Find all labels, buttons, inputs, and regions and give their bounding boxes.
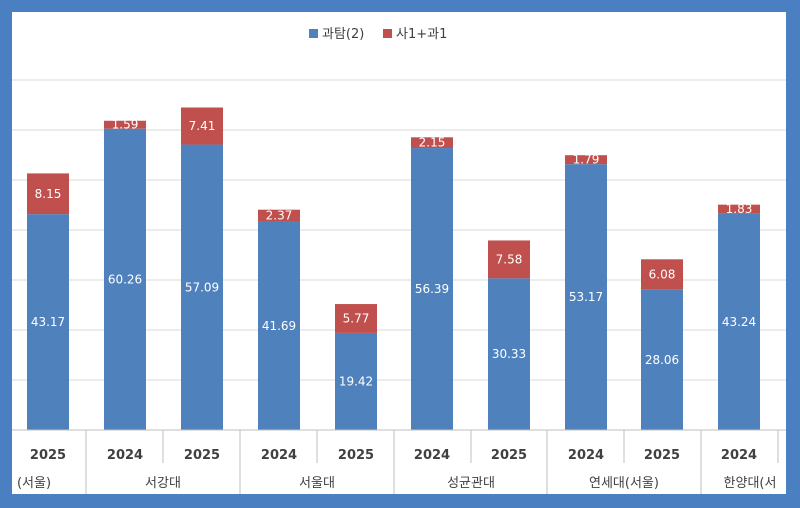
data-label-series-2: 7.58 [496, 252, 523, 266]
legend-swatch-series-2 [383, 29, 392, 38]
x-tick-label: 2025 [491, 448, 527, 463]
data-label-series-1: 41.69 [262, 319, 296, 333]
legend-swatch-series-1 [309, 29, 318, 38]
x-tick-label: 2024 [107, 448, 143, 463]
data-label-series-1: 28.06 [645, 353, 679, 367]
data-label-series-1: 43.17 [31, 315, 65, 329]
x-tick-label: 2024 [414, 448, 450, 463]
bar-series-2 [104, 120, 146, 129]
data-label-series-2: 5.77 [343, 311, 370, 325]
group-label: (서울) [17, 476, 51, 491]
data-label-series-2: 2.15 [419, 136, 446, 150]
data-label-series-1: 57.09 [185, 280, 219, 294]
x-axis: 2025 2024 2025 2024 2025 2024 2025 2024 2025 2024… [12, 429, 786, 494]
bars [27, 107, 760, 431]
data-label-series-2: 6.08 [649, 268, 676, 282]
bar-series-1 [27, 214, 69, 430]
bar-series-2 [258, 209, 300, 222]
data-label-series-2: 2.37 [266, 209, 293, 223]
bar-series-2 [488, 240, 530, 279]
data-label-series-1: 56.39 [415, 282, 449, 296]
bar-series-1 [335, 332, 377, 430]
data-labels: 43.17 8.15 60.26 1.59 57.09 7.41 41.69 2.37 19.4… [31, 118, 756, 389]
legend-label-series-2: 사1+과1 [396, 27, 447, 42]
bar-series-2 [641, 259, 683, 290]
x-tick-label: 2025 [30, 448, 66, 463]
data-label-series-1: 60.26 [108, 272, 142, 286]
bar-series-2 [181, 107, 223, 145]
data-label-series-2: 7.41 [189, 119, 216, 133]
group-label: 한양대(서 [724, 476, 777, 491]
data-label-series-1: 43.24 [722, 315, 756, 329]
data-label-series-2: 1.79 [573, 153, 600, 167]
bar-series-1 [488, 278, 530, 430]
data-label-series-2: 1.59 [112, 118, 139, 132]
group-label: 성균관대 [447, 476, 495, 491]
bar-series-1 [104, 128, 146, 430]
x-tick-label: 2025 [644, 448, 680, 463]
bar-series-1 [411, 148, 453, 431]
x-tick-label: 2025 [338, 448, 374, 463]
bar-series-1 [181, 144, 223, 431]
bar-series-2 [411, 137, 453, 149]
bar-series-2 [335, 304, 377, 333]
group-label: 서강대 [145, 476, 181, 491]
bar-series-2 [565, 155, 607, 165]
bar-series-1 [641, 289, 683, 430]
chart-frame: 43.17 8.15 60.26 1.59 57.09 7.41 41.69 2.37 19.4… [12, 12, 786, 494]
data-label-series-1: 19.42 [339, 374, 373, 388]
bar-series-2 [27, 173, 69, 215]
data-label-series-2: 8.15 [35, 187, 62, 201]
group-label: 서울대 [299, 476, 335, 491]
data-label-series-1: 30.33 [492, 347, 526, 361]
data-label-series-2: 1.83 [726, 202, 753, 216]
group-label: 연세대(서울) [589, 476, 659, 491]
stacked-bar-chart: 43.17 8.15 60.26 1.59 57.09 7.41 41.69 2.37 19.4… [12, 27, 786, 494]
bar-series-2 [718, 204, 760, 214]
bar-series-1 [565, 164, 607, 430]
x-tick-label: 2025 [184, 448, 220, 463]
x-tick-label: 2024 [568, 448, 604, 463]
x-tick-label: 2024 [261, 448, 297, 463]
legend-label-series-1: 과탐(2) [322, 27, 364, 42]
bar-series-1 [258, 221, 300, 430]
data-label-series-1: 53.17 [569, 290, 603, 304]
x-tick-label: 2024 [721, 448, 757, 463]
legend: 과탐(2) 사1+과1 [309, 27, 447, 42]
bar-series-1 [718, 213, 760, 430]
